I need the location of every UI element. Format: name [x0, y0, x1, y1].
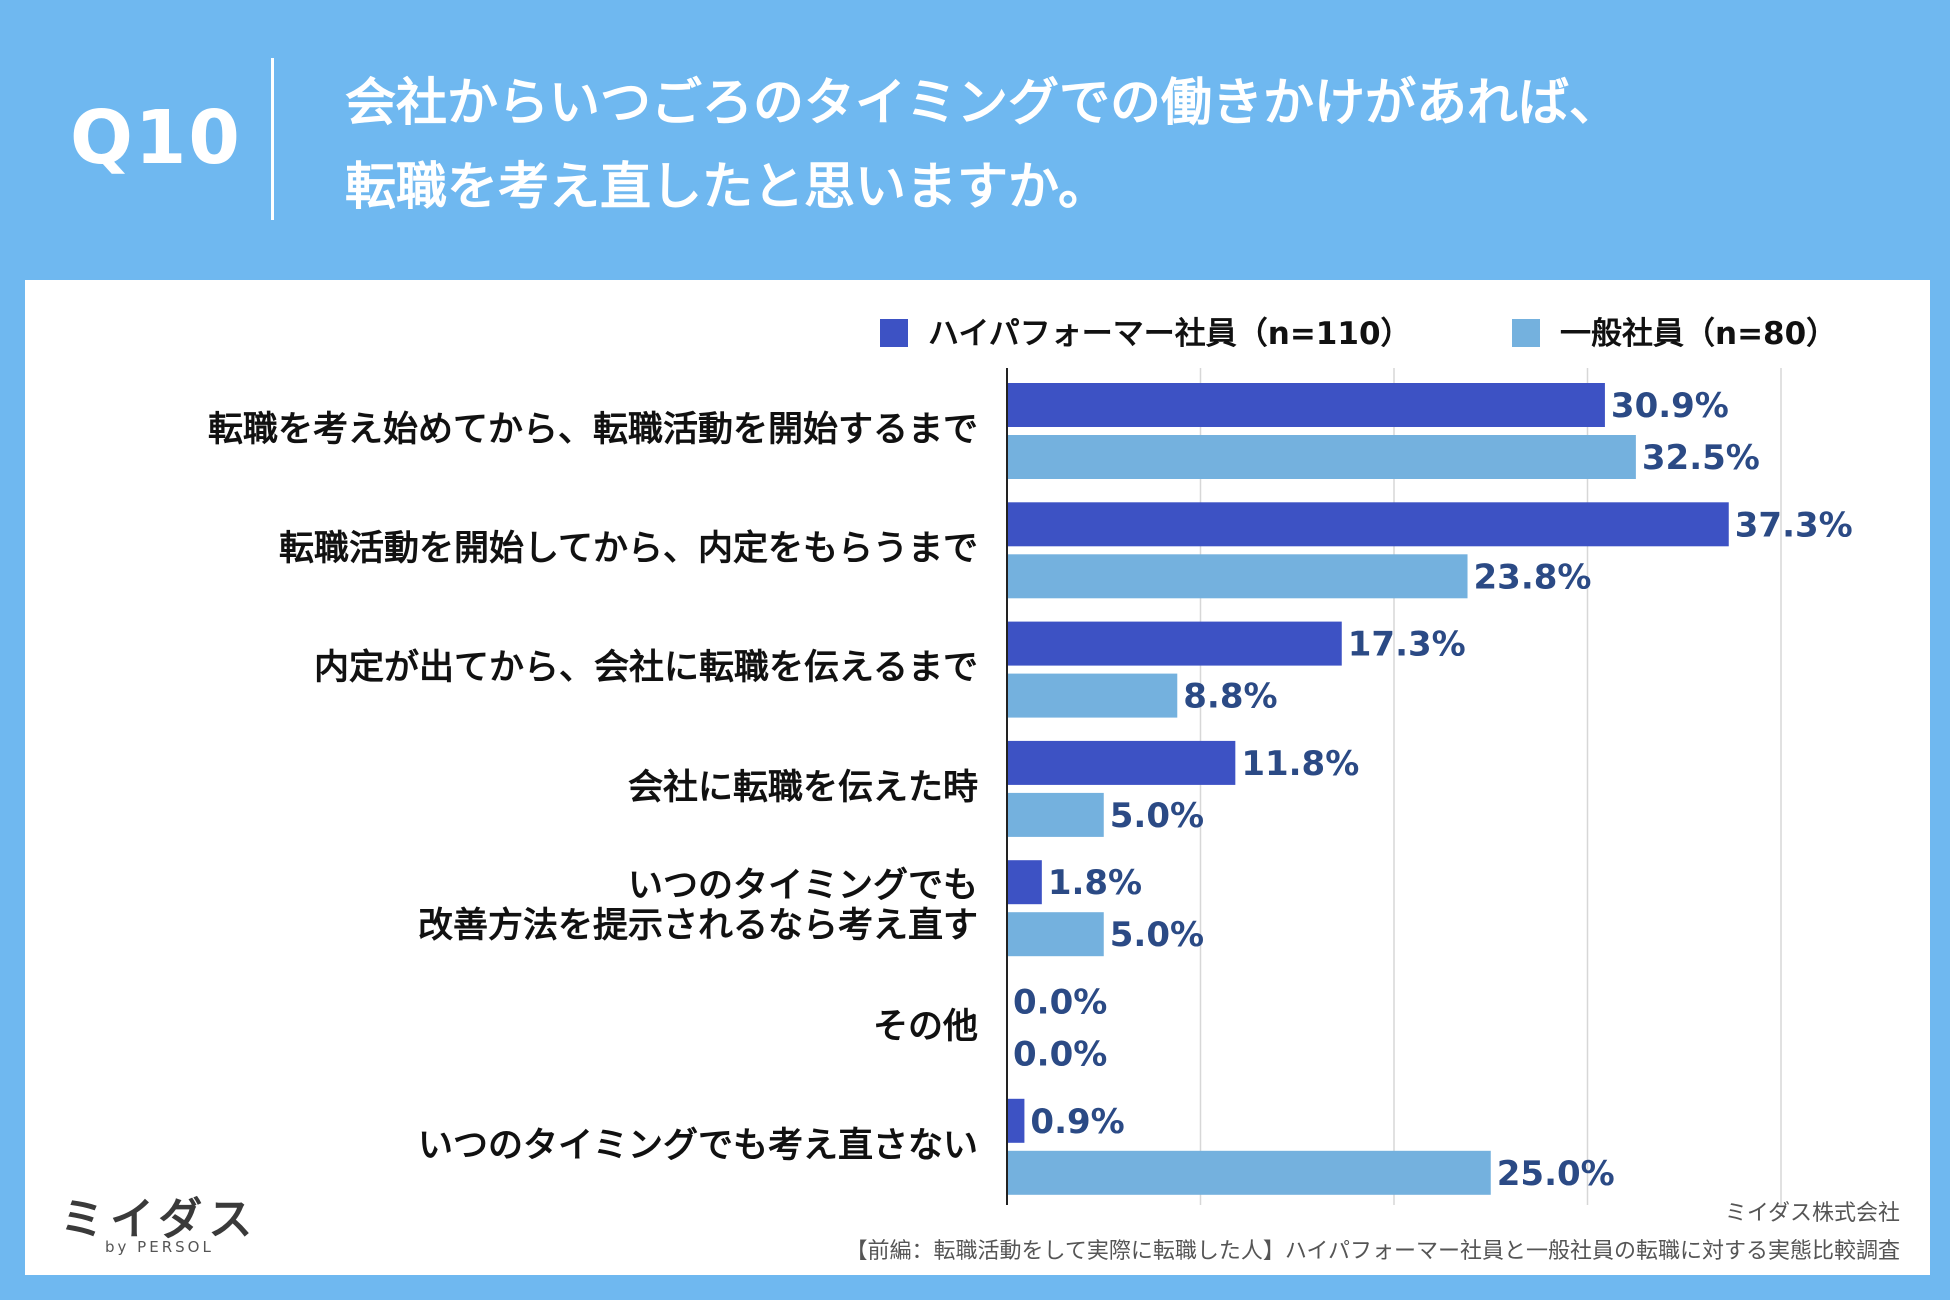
header: Q10 会社からいつごろのタイミングでの働きかけがあれば、 転職を考え直したと思… — [0, 0, 1950, 275]
data-label: 32.5% — [1642, 438, 1760, 478]
question-title: 会社からいつごろのタイミングでの働きかけがあれば、 転職を考え直したと思いますか… — [345, 62, 1620, 230]
legend-label-high-performer: ハイパフォーマー社員（n=110） — [928, 316, 1412, 352]
category-label: 転職を考え始めてから、転職活動を開始するまで — [207, 410, 978, 450]
category-label: 転職活動を開始してから、内定をもらうまで — [279, 529, 978, 569]
bar — [1007, 673, 1178, 718]
data-label: 30.9% — [1611, 386, 1729, 426]
bar — [1007, 1150, 1491, 1195]
bar — [1007, 740, 1236, 785]
miidas-logo: ミイダス by PERSOL — [60, 1183, 259, 1256]
legend-item-high-performer: ハイパフォーマー社員（n=110） — [880, 308, 1412, 352]
data-label: 8.8% — [1183, 677, 1277, 717]
data-label: 0.0% — [1013, 983, 1107, 1023]
data-label: 5.0% — [1110, 915, 1204, 955]
bar — [1007, 435, 1636, 479]
data-label: 37.3% — [1735, 505, 1853, 545]
data-label: 0.0% — [1013, 1035, 1107, 1075]
header-divider — [271, 58, 274, 220]
bar — [1007, 792, 1104, 837]
legend-swatch-high-performer — [880, 319, 908, 347]
category-label: その他 — [872, 1007, 978, 1047]
bar — [1007, 554, 1468, 599]
category-label: いつのタイミングでも考え直さない — [417, 1126, 978, 1166]
legend-swatch-general — [1512, 319, 1540, 347]
data-label: 17.3% — [1348, 625, 1466, 665]
data-label: 25.0% — [1497, 1154, 1615, 1194]
data-label: 11.8% — [1241, 744, 1359, 784]
title-line-2: 転職を考え直したと思いますか。 — [345, 158, 1109, 217]
question-number: Q10 — [70, 95, 242, 181]
category-label: いつのタイミングでも 改善方法を提示されるなら考え直す — [418, 866, 978, 946]
legend-label-general: 一般社員（n=80） — [1560, 316, 1838, 352]
bar — [1007, 502, 1729, 547]
company-name: ミイダス株式会社 — [1724, 1201, 1900, 1226]
data-label: 5.0% — [1110, 796, 1204, 836]
logo-mark: ミイダス — [60, 1194, 259, 1245]
logo-byline: by PERSOL — [105, 1238, 214, 1256]
legend-item-general: 一般社員（n=80） — [1512, 308, 1837, 352]
category-label: 内定が出てから、会社に転職を伝えるまで — [314, 648, 978, 688]
bar — [1007, 621, 1342, 666]
bar — [1007, 1098, 1025, 1143]
bar — [1007, 912, 1104, 957]
category-label-line: 改善方法を提示されるなら考え直す — [417, 906, 978, 946]
data-label: 0.9% — [1030, 1102, 1124, 1142]
title-line-1: 会社からいつごろのタイミングでの働きかけがあれば、 — [345, 74, 1621, 133]
data-label: 1.8% — [1048, 863, 1142, 903]
bar — [1007, 860, 1042, 905]
bar — [1007, 383, 1605, 427]
category-label-line: いつのタイミングでも — [627, 866, 978, 906]
data-label: 23.8% — [1474, 557, 1592, 597]
survey-source: 【前編：転職活動をして実際に転職した人】ハイパフォーマー社員と一般社員の転職に対… — [845, 1239, 1900, 1264]
category-label: 会社に転職を伝えた時 — [627, 768, 978, 808]
